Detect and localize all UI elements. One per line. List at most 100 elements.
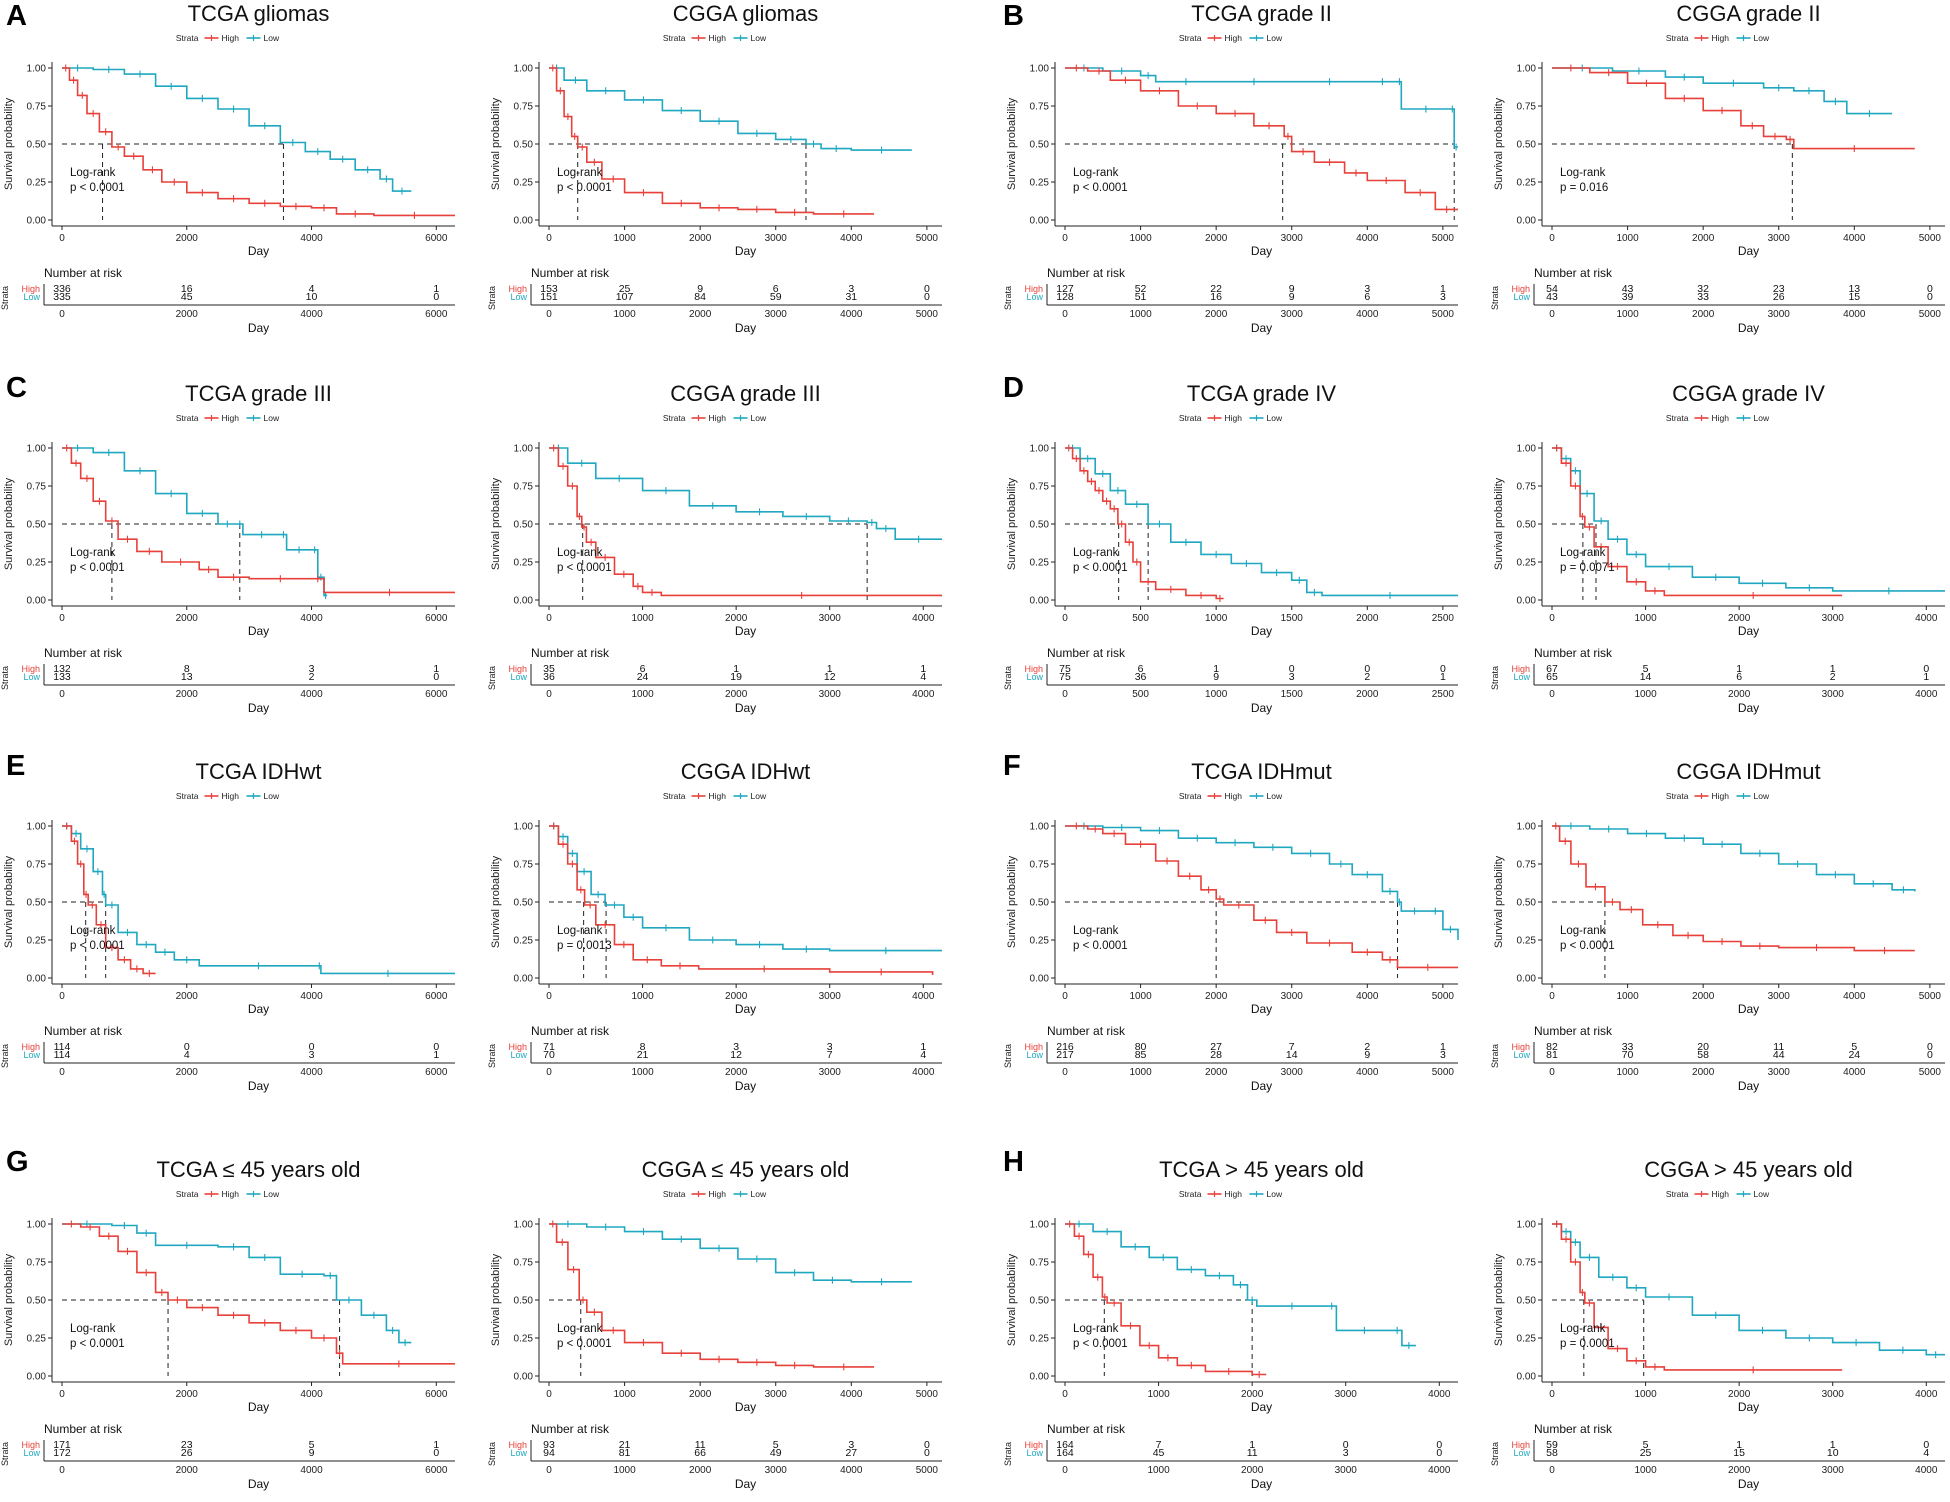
y-axis-label: Survival probability [3,97,15,190]
risk-x-tick-label: 4000 [1915,1465,1938,1476]
legend-low-label: Low [751,413,767,423]
risk-count-high: 3 [827,1041,833,1053]
logrank-pvalue: p < 0.0001 [70,182,125,194]
y-tick-label: 0.75 [1517,102,1537,113]
y-axis-label: Survival probability [1493,477,1505,570]
risk-x-tick-label: 0 [546,1067,552,1078]
x-axis-label: Day [248,1002,269,1016]
plot-title: CGGA grade III [670,381,820,406]
x-tick-label: 4000 [300,613,323,624]
risk-row-label-high: High [508,284,527,294]
risk-x-tick-label: 5000 [916,309,939,320]
risk-count-high: 54 [1546,283,1558,295]
logrank-pvalue: p < 0.0001 [557,182,612,194]
survival-curve-low-censor-marks [1072,444,1391,599]
risk-count-high: 0 [1289,663,1295,675]
x-tick-label: 4000 [912,613,935,624]
x-tick-label: 0 [1549,613,1555,624]
y-tick-label: 0.50 [1517,1296,1537,1307]
risk-count-high: 80 [1135,1041,1147,1053]
risk-table-title: Number at risk [44,266,123,280]
legend: Strata High Low [176,33,280,43]
legend-low-label: Low [1754,1189,1770,1199]
risk-x-tick-label: 4000 [912,1067,935,1078]
y-tick-label: 0.50 [1030,1296,1050,1307]
risk-count-low: 94 [543,1447,555,1459]
y-tick-label: 0.25 [27,936,47,947]
risk-x-axis-label: Day [1251,1079,1272,1093]
risk-count-high: 0 [1923,1439,1929,1451]
risk-count-low: 3 [309,1049,315,1061]
risk-x-axis-label: Day [248,1079,269,1093]
risk-row-label-low: Low [1026,1050,1043,1060]
risk-x-tick-label: 1000 [631,689,654,700]
risk-row-label-high: High [1024,664,1043,674]
legend-low-label: Low [1754,413,1770,423]
risk-x-tick-label: 3000 [765,309,788,320]
risk-count-high: 1 [433,663,439,675]
risk-row-label-high: High [508,664,527,674]
x-axis-label: Day [248,1400,269,1414]
risk-count-high: 1 [920,1041,926,1053]
risk-count-low: 0 [433,291,439,303]
risk-count-low: 1 [433,1049,439,1061]
risk-count-low: 0 [1927,291,1933,303]
risk-x-tick-label: 0 [59,309,65,320]
risk-count-high: 59 [1546,1439,1558,1451]
survival-curve-high [62,825,156,975]
y-tick-label: 1.00 [1517,1220,1537,1231]
legend-high-label: High [1712,791,1730,801]
risk-x-tick-label: 0 [546,1465,552,1476]
risk-count-low: 151 [540,291,558,303]
plot-title: TCGA grade IV [1187,381,1337,406]
y-tick-label: 0.75 [1030,860,1050,871]
risk-count-high: 1 [1736,663,1742,675]
legend-high-label: High [1225,33,1243,43]
risk-x-tick-label: 0 [59,1465,65,1476]
risk-x-tick-label: 2000 [689,309,712,320]
risk-count-high: 5 [1643,663,1649,675]
risk-count-low: 44 [1773,1049,1785,1061]
risk-count-high: 1 [920,663,926,675]
risk-x-tick-label: 1000 [1147,1465,1170,1476]
y-axis-label: Survival probability [1006,477,1018,570]
y-tick-label: 0.00 [1030,974,1050,985]
risk-count-high: 22 [1210,283,1222,295]
y-tick-label: 0.50 [514,898,534,909]
y-tick-label: 0.50 [27,520,47,531]
x-tick-label: 2000 [1241,1389,1264,1400]
logrank-pvalue: p < 0.0001 [70,1338,125,1350]
y-tick-label: 1.00 [1030,444,1050,455]
legend-title: Strata [176,791,199,801]
risk-count-low: 4 [1923,1447,1929,1459]
logrank-label: Log-rank [557,1323,603,1335]
panel-letter-d: D [1003,372,1024,404]
risk-x-tick-label: 5000 [1432,309,1455,320]
risk-count-low: 21 [637,1049,649,1061]
legend-title: Strata [1666,413,1689,423]
x-tick-label: 2000 [176,991,199,1002]
survival-curve-low-censor-marks [77,64,403,195]
risk-table-strata-label: Strata [0,1442,10,1466]
x-tick-label: 1000 [1634,613,1657,624]
y-tick-label: 0.25 [514,178,534,189]
x-tick-label: 0 [546,991,552,1002]
x-tick-label: 1000 [1634,1389,1657,1400]
risk-count-high: 0 [433,1041,439,1053]
risk-x-axis-label: Day [1251,321,1272,335]
x-tick-label: 4000 [1843,991,1866,1002]
risk-count-high: 52 [1135,283,1147,295]
risk-count-high: 16 [181,283,193,295]
risk-count-low: 15 [1733,1447,1745,1459]
risk-x-tick-label: 6000 [425,689,448,700]
x-tick-label: 4000 [300,233,323,244]
survival-curve-high [1065,1223,1267,1376]
legend-high-label: High [709,791,727,801]
plot-title: TCGA grade III [185,381,332,406]
x-tick-label: 2000 [689,1389,712,1400]
risk-table-title: Number at risk [1047,646,1126,660]
y-tick-label: 1.00 [27,1220,47,1231]
risk-count-high: 93 [543,1439,555,1451]
